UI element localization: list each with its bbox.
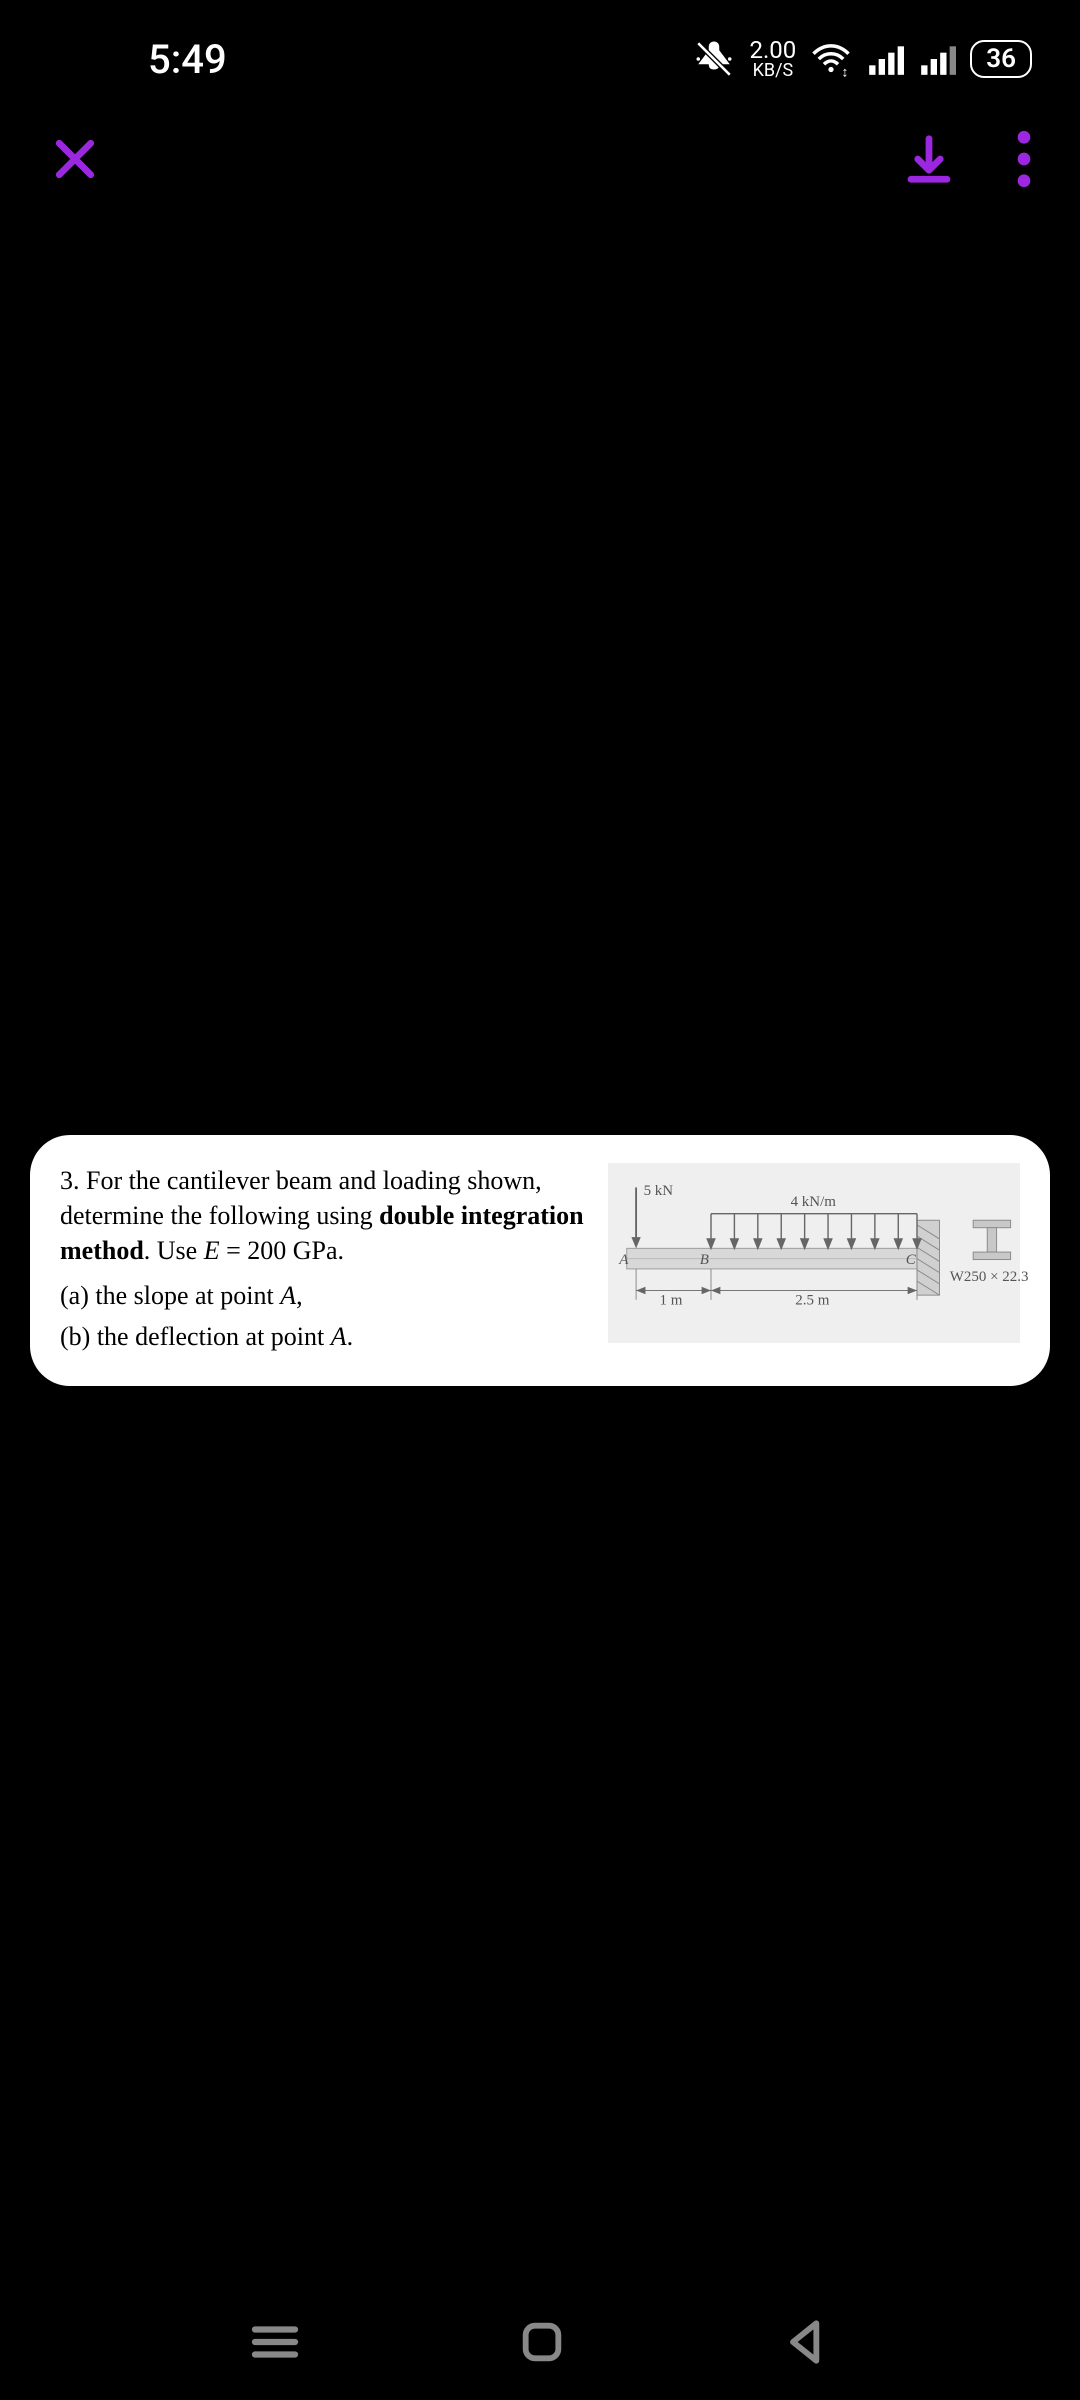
mute-icon xyxy=(693,38,735,80)
recents-button[interactable] xyxy=(245,2312,305,2376)
dim-2: 2.5 m xyxy=(795,1293,829,1309)
menu-icon xyxy=(245,2312,305,2372)
part-b-pt: A xyxy=(331,1322,347,1351)
svg-text:↕: ↕ xyxy=(842,65,849,81)
section-label: W250 × 22.3 xyxy=(950,1269,1029,1285)
download-icon xyxy=(902,132,956,186)
wifi-icon: ↕ xyxy=(810,38,852,80)
part-a-end: , xyxy=(296,1281,303,1310)
app-bar xyxy=(0,90,1080,212)
problem-number: 3. xyxy=(60,1166,80,1195)
problem-e-sym: E xyxy=(204,1236,220,1265)
dim-1: 1 m xyxy=(660,1293,683,1309)
load-point-label: 5 kN xyxy=(644,1183,674,1199)
home-icon xyxy=(514,2314,570,2370)
part-b-sym: (b) xyxy=(60,1322,90,1351)
battery-level: 36 xyxy=(970,40,1032,78)
net-speed-unit: KB/S xyxy=(749,62,796,80)
part-b-end: . xyxy=(347,1322,354,1351)
status-icons: 2.00 KB/S ↕ 36 xyxy=(693,38,1032,80)
problem-text: 3. For the cantilever beam and loading s… xyxy=(60,1163,588,1358)
point-a: A xyxy=(618,1252,629,1268)
beam-section-icon xyxy=(973,1220,1010,1259)
close-icon xyxy=(48,132,102,186)
signal-icon-2 xyxy=(918,40,956,78)
net-speed-value: 2.00 xyxy=(749,38,796,62)
back-button[interactable] xyxy=(779,2314,835,2374)
beam-diagram: 5 kN 4 kN/m A B C xyxy=(608,1163,1020,1343)
more-vert-icon xyxy=(1016,130,1032,188)
status-bar: 5:49 2.00 KB/S ↕ 36 xyxy=(0,0,1080,90)
point-c: C xyxy=(906,1252,917,1268)
signal-icon-1 xyxy=(866,40,904,78)
home-button[interactable] xyxy=(514,2314,570,2374)
load-dist-label: 4 kN/m xyxy=(791,1194,837,1210)
status-time: 5:49 xyxy=(48,36,227,83)
beam-svg: 5 kN 4 kN/m A B C xyxy=(608,1163,1020,1343)
part-b-txt: the deflection at point xyxy=(90,1322,330,1351)
system-nav-bar xyxy=(0,2312,1080,2376)
part-a-pt: A xyxy=(280,1281,296,1310)
problem-use-e: . Use xyxy=(144,1236,204,1265)
problem-e-val: = 200 GPa. xyxy=(220,1236,344,1265)
close-button[interactable] xyxy=(48,132,102,190)
back-icon xyxy=(779,2314,835,2370)
problem-card: 3. For the cantilever beam and loading s… xyxy=(30,1135,1050,1386)
more-button[interactable] xyxy=(1016,130,1032,192)
part-a-txt: the slope at point xyxy=(89,1281,280,1310)
part-a-sym: (a) xyxy=(60,1281,89,1310)
network-speed: 2.00 KB/S xyxy=(749,38,796,80)
download-button[interactable] xyxy=(902,132,956,190)
point-b: B xyxy=(700,1252,709,1268)
